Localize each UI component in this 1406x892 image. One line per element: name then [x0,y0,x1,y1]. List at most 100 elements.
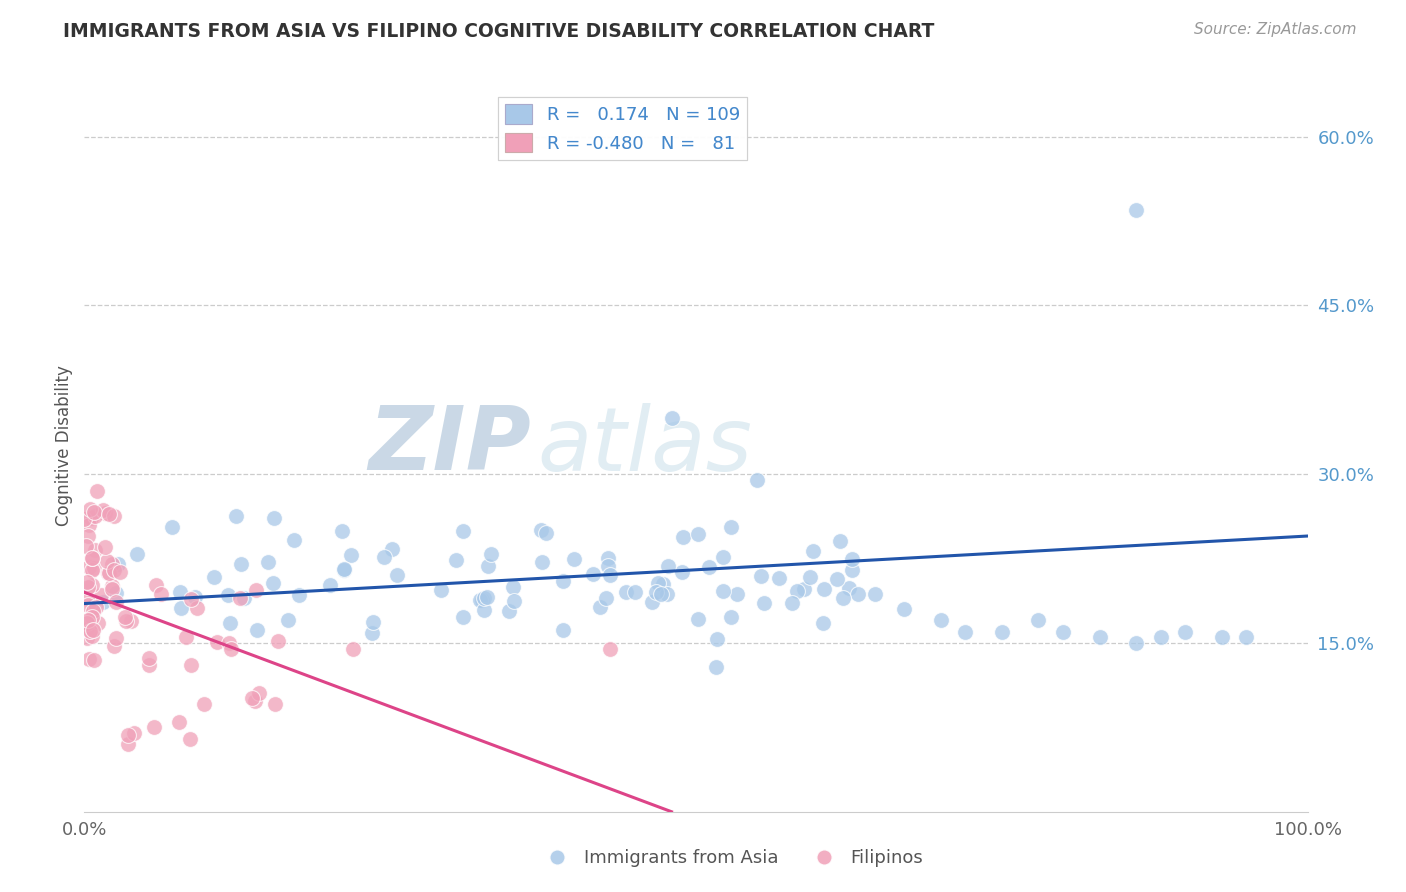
Point [267,633,290,648]
Point [385,567,408,582]
Point [641,595,664,609]
Point [229,591,252,606]
Point [100,579,122,593]
Point [534,526,557,541]
Point [1052,624,1074,639]
Point [991,624,1014,639]
Point [104,585,127,599]
Point [186,601,208,615]
Point [90,588,112,602]
Point [101,557,124,571]
Point [138,651,160,665]
Point [429,583,451,598]
Point [94,540,117,554]
Point [647,576,669,591]
Point [202,569,225,583]
Point [97,507,120,521]
Point [75,623,97,637]
Point [848,587,870,601]
Point [80,578,103,592]
Point [77,598,100,612]
Point [107,557,129,571]
Point [381,542,404,557]
Point [84,509,107,524]
Point [793,582,815,596]
Point [79,502,101,516]
Point [780,596,803,610]
Point [169,584,191,599]
Point [103,508,125,523]
Point [652,577,675,591]
Point [725,587,748,601]
Point [73,511,96,525]
Point [103,563,125,577]
Point [530,555,553,569]
Point [82,609,104,624]
Point [283,533,305,548]
Point [77,517,100,532]
Point [84,543,107,558]
Point [650,587,672,601]
Point [145,578,167,592]
Point [193,697,215,711]
Point [929,614,952,628]
Point [217,588,239,602]
Point [503,594,526,608]
Point [1236,630,1258,644]
Point [98,566,121,580]
Point [599,641,621,656]
Point [114,609,136,624]
Point [149,587,172,601]
Point [114,614,136,628]
Y-axis label: Cognitive Disability: Cognitive Disability [55,366,73,526]
Point [863,586,886,600]
Point [184,591,207,605]
Point [180,591,202,606]
Point [720,610,742,624]
Point [142,720,165,734]
Point [264,698,287,712]
Point [841,563,863,577]
Point [75,539,97,553]
Point [319,578,342,592]
Point [657,558,679,573]
Point [262,575,284,590]
Point [87,616,110,631]
Point [243,694,266,708]
Point [179,731,201,746]
Point [117,728,139,742]
Point [688,526,710,541]
Point [720,519,742,533]
Point [229,558,252,572]
Point [77,528,100,542]
Point [160,520,183,534]
Point [263,511,285,525]
Point [332,562,354,576]
Point [76,591,98,606]
Legend: Immigrants from Asia, Filipinos: Immigrants from Asia, Filipinos [531,842,931,874]
Point [232,591,254,606]
Point [553,623,575,637]
Point [475,590,498,604]
Point [451,610,474,624]
Point [79,652,101,666]
Point [340,549,363,563]
Point [474,603,496,617]
Point [138,658,160,673]
Point [83,653,105,667]
Point [786,584,808,599]
Point [953,624,976,639]
Point [472,591,495,605]
Point [207,635,229,649]
Point [530,523,553,537]
Point [82,629,104,643]
Point [471,593,494,607]
Point [76,631,98,645]
Point [342,641,364,656]
Point [644,584,666,599]
Point [596,551,619,566]
Point [599,568,621,582]
Point [96,554,118,568]
Point [706,632,728,646]
Point [697,560,720,574]
